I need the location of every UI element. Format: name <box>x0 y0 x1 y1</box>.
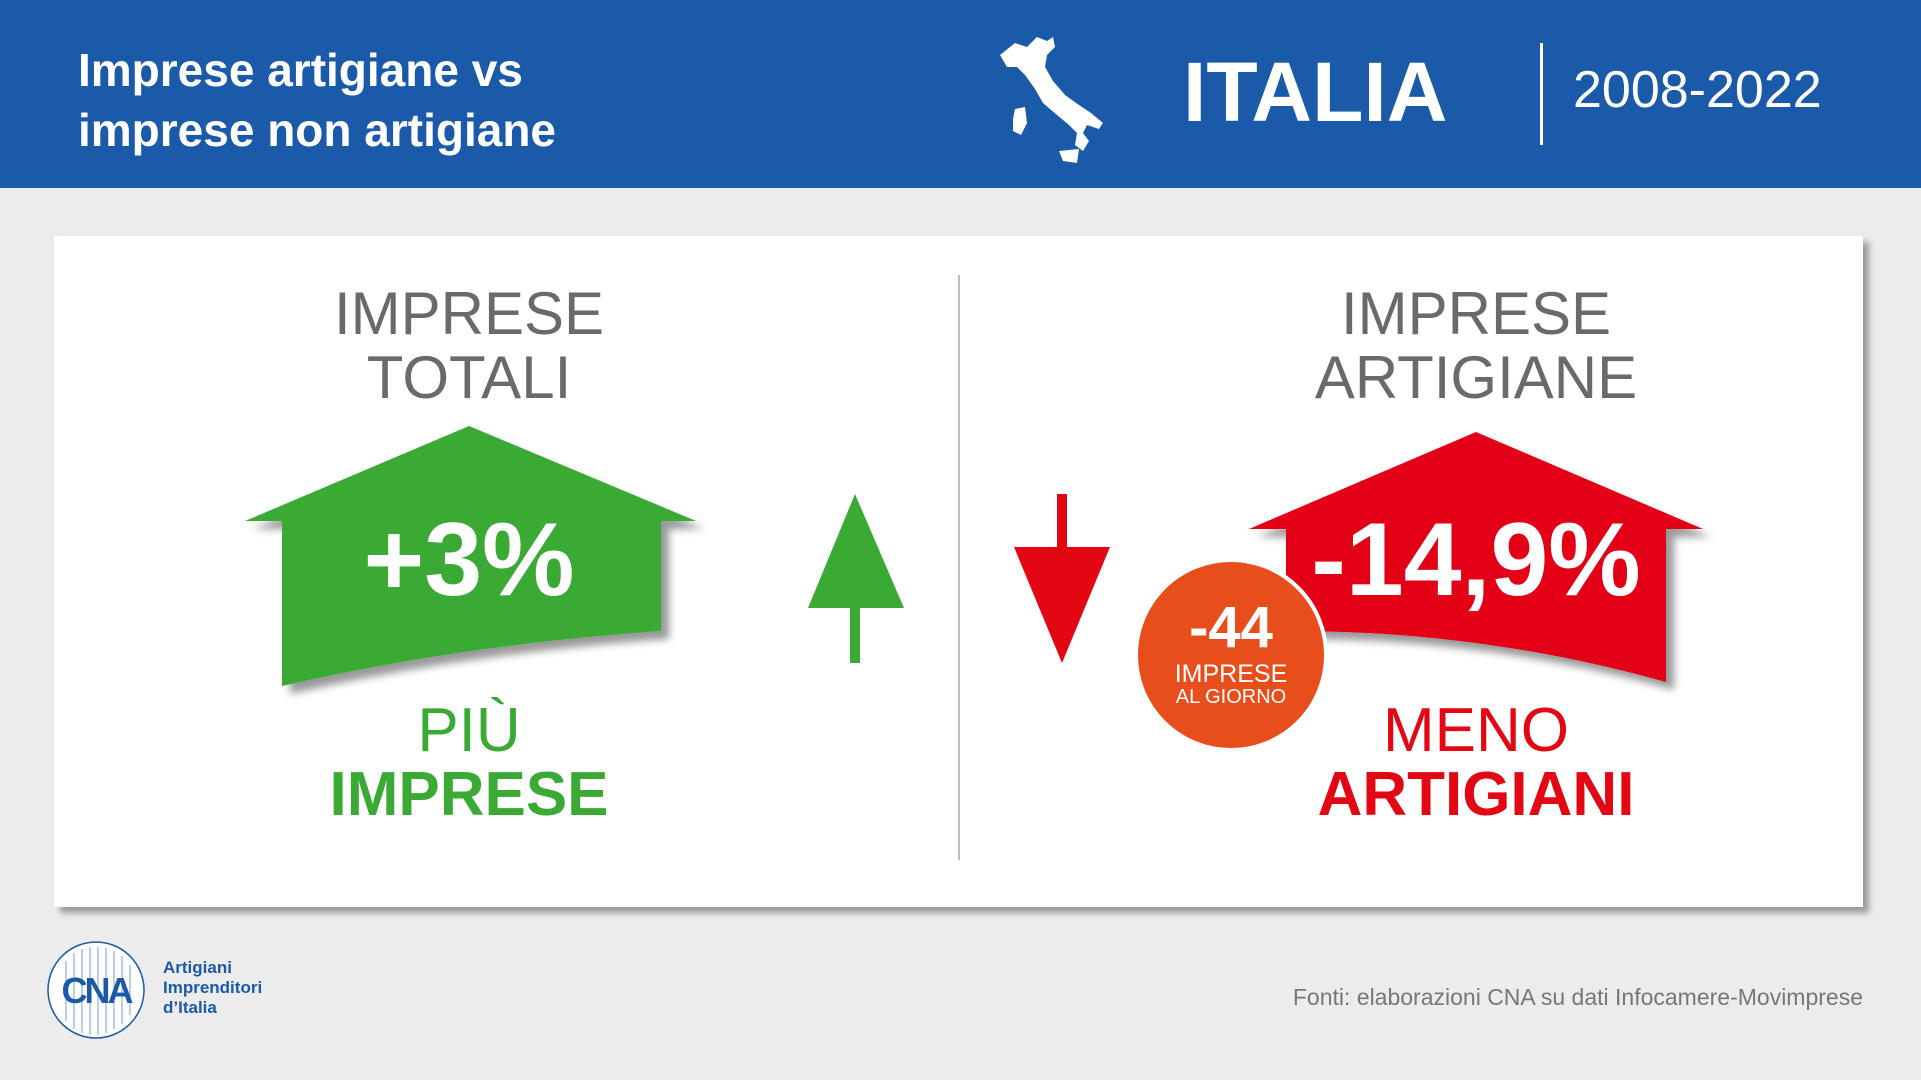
region-label: ITALIA <box>1183 45 1448 139</box>
daily-loss-badge: -44 IMPRESE AL GIORNO <box>1134 558 1328 752</box>
italy-map-icon <box>1000 37 1103 163</box>
header-divider <box>1540 43 1543 145</box>
cna-logo: CNA <box>47 941 145 1039</box>
right-title-line-2: ARTIGIANE <box>1314 344 1638 411</box>
left-title-line-1: IMPRESE <box>333 280 605 347</box>
right-caption-1: MENO <box>1383 696 1569 765</box>
green-house-shape <box>245 426 696 686</box>
center-divider <box>958 275 960 860</box>
left-title: IMPRESE TOTALI <box>169 282 769 410</box>
arrow-up-icon <box>808 494 904 663</box>
logo-text: Artigiani Imprenditori d’Italia <box>163 958 262 1018</box>
logo-line-1: Artigiani <box>163 958 232 977</box>
title-line-2: imprese non artigiane <box>78 104 557 156</box>
badge-value: -44 <box>1189 595 1273 660</box>
right-value: -14,9% <box>1311 502 1641 618</box>
right-caption-2: ARTIGIANI <box>1317 760 1635 829</box>
logo-line-3: d’Italia <box>163 998 217 1017</box>
svg-text:CNA: CNA <box>62 970 134 1011</box>
left-title-line-2: TOTALI <box>366 344 572 411</box>
header: Imprese artigiane vs imprese non artigia… <box>0 0 1921 188</box>
red-house-shape <box>1249 432 1703 682</box>
title-line-1: Imprese artigiane vs <box>78 44 523 96</box>
period-label: 2008-2022 <box>1573 61 1822 119</box>
arrow-down-icon <box>1014 494 1110 663</box>
right-title-line-1: IMPRESE <box>1340 280 1612 347</box>
left-caption-2: IMPRESE <box>329 760 609 829</box>
logo-line-2: Imprenditori <box>163 978 263 997</box>
source-note: Fonti: elaborazioni CNA su dati Infocame… <box>1292 984 1863 1010</box>
right-title: IMPRESE ARTIGIANE <box>1176 282 1776 410</box>
header-title: Imprese artigiane vs imprese non artigia… <box>78 40 556 160</box>
left-value: +3% <box>363 502 575 618</box>
left-caption-1: PIÙ <box>417 696 521 765</box>
badge-line-2: AL GIORNO <box>1175 686 1287 708</box>
badge-line-1: IMPRESE <box>1174 660 1288 688</box>
